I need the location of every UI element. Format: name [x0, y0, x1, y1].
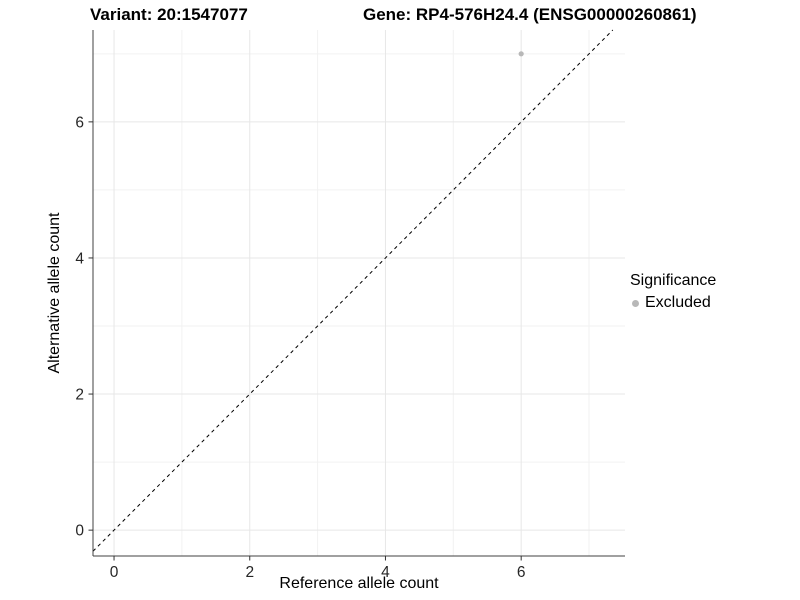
x-tick-label: 2 — [245, 564, 254, 581]
data-point — [518, 51, 524, 57]
excluded-point-icon — [632, 299, 639, 307]
x-tick-label: 0 — [110, 564, 119, 581]
identity-dashed-line — [92, 29, 614, 552]
legend-title: Significance — [630, 272, 717, 289]
variant-title: Variant: 20:1547077 — [90, 5, 248, 24]
y-tick-label: 4 — [75, 250, 84, 267]
y-tick-label: 2 — [75, 387, 84, 404]
y-tick-label: 0 — [75, 523, 84, 540]
gene-title: Gene: RP4-576H24.4 (ENSG00000260861) — [363, 5, 697, 24]
legend: Significance Excluded — [630, 272, 716, 312]
legend-item: Excluded — [630, 294, 716, 312]
x-axis-title: Reference allele count — [279, 575, 439, 592]
y-axis-title: Alternative allele count — [46, 212, 63, 374]
x-tick-label: 6 — [517, 564, 526, 581]
x-tick-label: 4 — [381, 564, 390, 581]
legend-item-label: Excluded — [645, 294, 711, 311]
y-tick-label: 6 — [75, 114, 84, 131]
